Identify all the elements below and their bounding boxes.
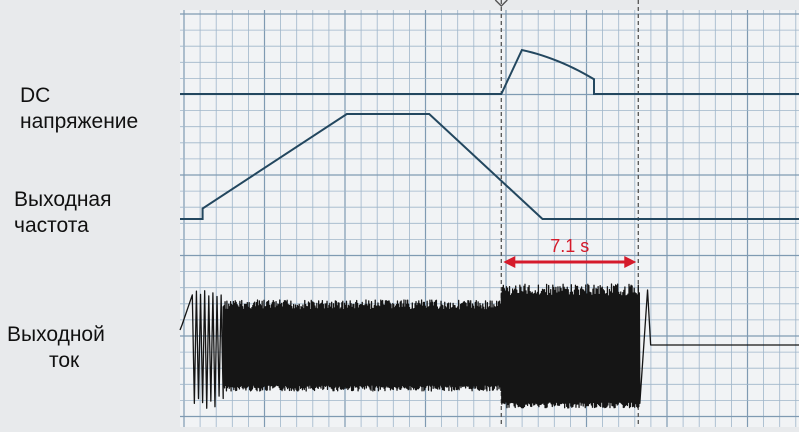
dc-voltage-trace bbox=[180, 48, 799, 95]
output-frequency-label-line1: Выходная bbox=[14, 188, 112, 211]
output-current-label-line2: ток bbox=[49, 349, 80, 372]
output-current-label-line1: Выходной bbox=[7, 323, 105, 346]
output-frequency-label: Выходная частота bbox=[14, 187, 111, 239]
traces bbox=[179, 48, 799, 409]
dc-voltage-label: DC напряжение bbox=[20, 83, 138, 135]
duration-arrow-head-left bbox=[503, 256, 516, 268]
time-markers bbox=[494, 0, 639, 427]
output-current-label: Выходной ток bbox=[7, 322, 105, 374]
duration-arrow-head-right bbox=[624, 256, 637, 268]
duration-label: 7.1 s bbox=[550, 236, 589, 256]
duration-annotation: 7.1 s bbox=[503, 236, 637, 268]
output-current-trace bbox=[179, 283, 799, 409]
dc-voltage-label-line1: DC bbox=[20, 84, 51, 107]
output-frequency-label-line2: частота bbox=[14, 214, 89, 237]
time-marker-caret bbox=[494, 0, 508, 7]
output-frequency-trace bbox=[180, 113, 799, 220]
dc-voltage-label-line2: напряжение bbox=[20, 110, 139, 133]
